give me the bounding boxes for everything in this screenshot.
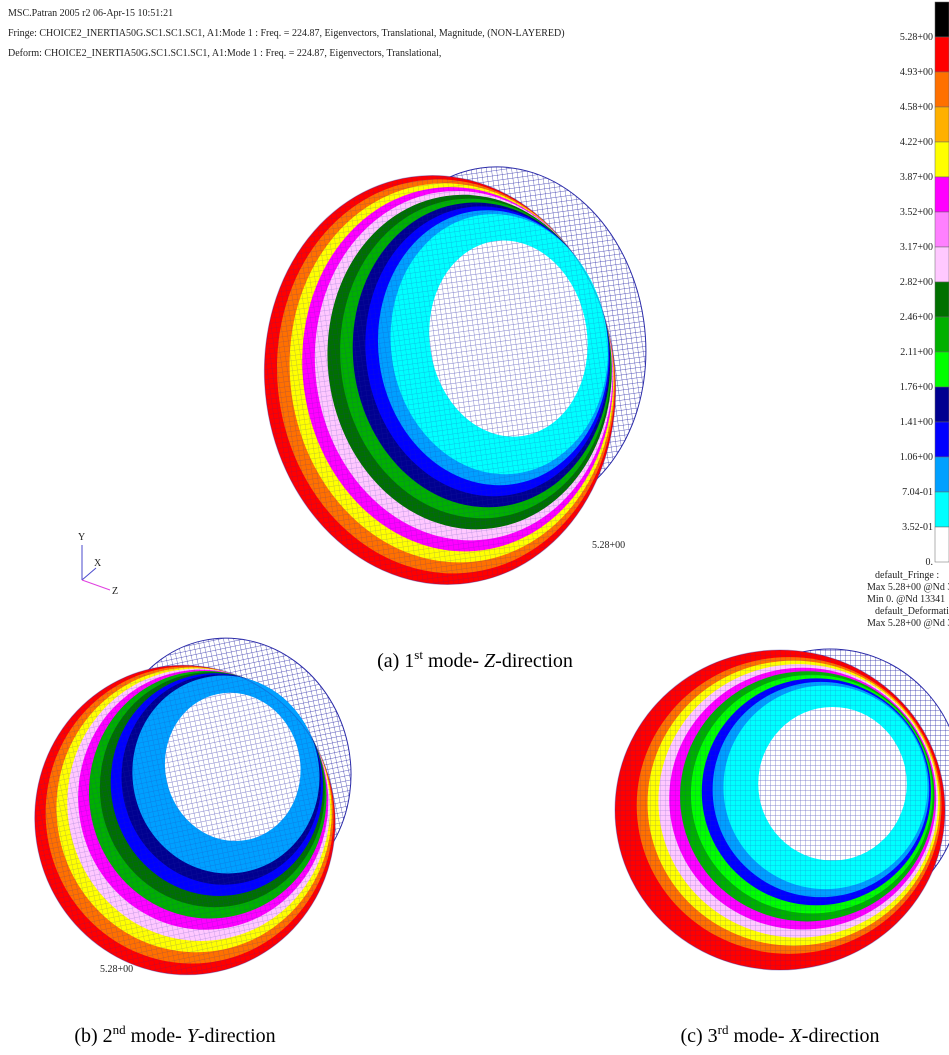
legend-notes: default_Fringe :Max 5.28+00 @Nd 379Min 0… <box>867 570 949 629</box>
header-line: Fringe: CHOICE2_INERTIA50G.SC1.SC1.SC1, … <box>8 28 565 39</box>
caption: (b) 2nd mode- Y-direction <box>74 1022 275 1047</box>
colorbar-swatch <box>935 422 949 457</box>
colorbar-swatch <box>935 492 949 527</box>
caption: (a) 1st mode- Z-direction <box>377 647 573 672</box>
colorbar-swatch <box>935 282 949 317</box>
caption-middle: mode- <box>423 650 484 672</box>
cylinder <box>3 616 389 1003</box>
colorbar-label: 4.58+00 <box>900 102 933 113</box>
colorbar-label: 2.46+00 <box>900 312 933 323</box>
cylinder <box>238 148 676 608</box>
colorbar-swatch <box>935 247 949 282</box>
outer-mesh <box>615 650 945 970</box>
axis-label: X <box>94 558 102 569</box>
caption-middle: mode- <box>728 1025 789 1047</box>
colorbar-label: 1.76+00 <box>900 382 933 393</box>
axis-label: Y <box>78 532 85 543</box>
colorbar-swatch <box>935 352 949 387</box>
caption-suffix: -direction <box>802 1025 880 1047</box>
colorbar-label: 0. <box>926 557 934 568</box>
colorbar: 5.28+00 4.93+00 4.58+00 4.22+00 3.87+00 3.52+… <box>900 2 949 568</box>
colorbar-swatch <box>935 2 949 37</box>
colorbar-label: 3.52+00 <box>900 207 933 218</box>
colorbar-label: 2.11+00 <box>900 347 933 358</box>
caption-suffix: -direction <box>198 1025 276 1047</box>
colorbar-label: 4.93+00 <box>900 67 933 78</box>
colorbar-swatch <box>935 142 949 177</box>
header-line: MSC.Patran 2005 r2 06-Apr-15 10:51:21 <box>8 8 173 19</box>
colorbar-label: 5.28+00 <box>900 32 933 43</box>
colorbar-label: 3.52-01 <box>902 522 933 533</box>
colorbar-label: 2.82+00 <box>900 277 933 288</box>
cylinder <box>615 649 949 970</box>
colorbar-swatch <box>935 457 949 492</box>
colorbar-swatch <box>935 527 949 562</box>
colorbar-swatch <box>935 387 949 422</box>
max-label: 5.28+00 <box>592 540 625 551</box>
figure: MSC.Patran 2005 r2 06-Apr-15 10:51:21 Fr… <box>0 0 949 1055</box>
legend-note: default_Fringe : <box>875 570 939 581</box>
colorbar-swatch <box>935 107 949 142</box>
colorbar-label: 4.22+00 <box>900 137 933 148</box>
colorbar-swatch <box>935 37 949 72</box>
colorbar-label: 1.41+00 <box>900 417 933 428</box>
axis-triad: Y X Z <box>78 532 118 597</box>
model-a <box>238 148 676 608</box>
colorbar-swatch <box>935 177 949 212</box>
caption-suffix: -direction <box>495 650 573 672</box>
colorbar-label: 1.06+00 <box>900 452 933 463</box>
max-label: 5.28+00 <box>100 964 133 975</box>
legend-note: Max 5.28+00 @Nd 379 <box>867 618 949 629</box>
caption-sup: rd <box>718 1022 729 1037</box>
colorbar-label: 3.17+00 <box>900 242 933 253</box>
model-c <box>615 649 949 970</box>
colorbar-swatch <box>935 317 949 352</box>
colorbar-swatch <box>935 212 949 247</box>
caption-prefix: (c) 3 <box>680 1025 717 1047</box>
legend-note: Min 0. @Nd 13341 <box>867 594 945 605</box>
legend-note: default_Deformation : <box>875 606 949 617</box>
caption-prefix: (a) 1 <box>377 650 414 672</box>
caption-middle: mode- <box>126 1025 187 1047</box>
caption: (c) 3rd mode- X-direction <box>680 1022 879 1047</box>
axis-label: Z <box>112 586 118 597</box>
colorbar-label: 7.04-01 <box>902 487 933 498</box>
caption-axis: X <box>789 1025 803 1047</box>
colorbar-label: 3.87+00 <box>900 172 933 183</box>
colorbar-swatch <box>935 72 949 107</box>
caption-prefix: (b) 2 <box>74 1025 112 1047</box>
model-b <box>3 616 389 1003</box>
legend-note: Max 5.28+00 @Nd 379 <box>867 582 949 593</box>
header-line: Deform: CHOICE2_INERTIA50G.SC1.SC1.SC1, … <box>8 48 441 59</box>
caption-sup: nd <box>113 1022 127 1037</box>
